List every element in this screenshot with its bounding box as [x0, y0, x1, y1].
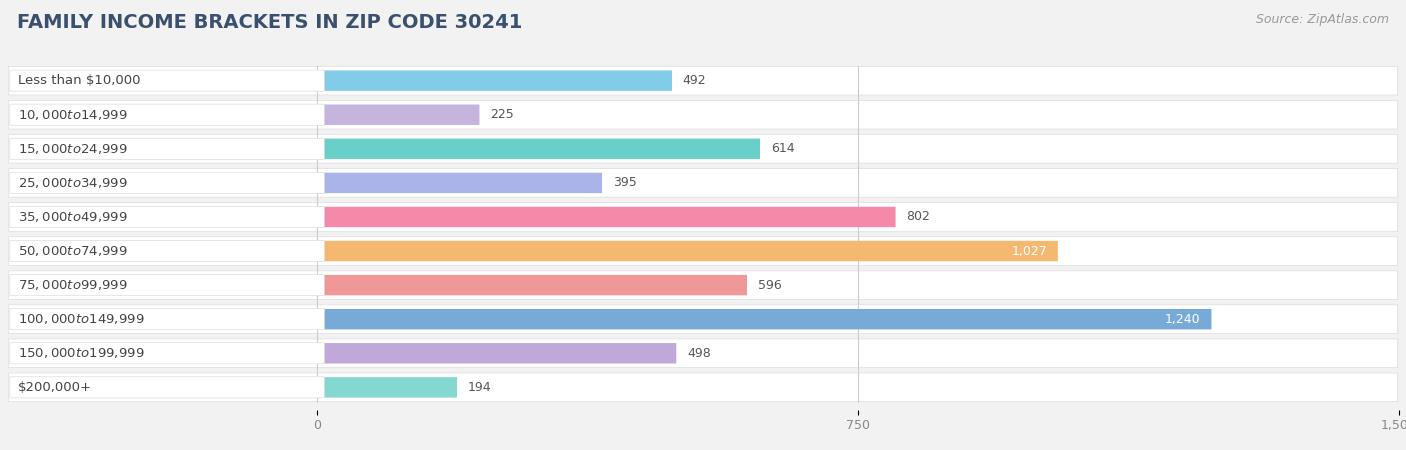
- FancyBboxPatch shape: [318, 139, 761, 159]
- FancyBboxPatch shape: [10, 309, 325, 330]
- Text: 194: 194: [468, 381, 492, 394]
- Text: $150,000 to $199,999: $150,000 to $199,999: [18, 346, 145, 360]
- FancyBboxPatch shape: [10, 138, 325, 159]
- FancyBboxPatch shape: [318, 71, 672, 91]
- Text: 395: 395: [613, 176, 637, 189]
- FancyBboxPatch shape: [8, 237, 1398, 266]
- FancyBboxPatch shape: [10, 240, 325, 261]
- FancyBboxPatch shape: [10, 207, 325, 228]
- FancyBboxPatch shape: [8, 135, 1398, 163]
- Text: $15,000 to $24,999: $15,000 to $24,999: [18, 142, 128, 156]
- FancyBboxPatch shape: [10, 70, 325, 91]
- FancyBboxPatch shape: [318, 241, 1057, 261]
- Text: Source: ZipAtlas.com: Source: ZipAtlas.com: [1256, 14, 1389, 27]
- Text: Less than $10,000: Less than $10,000: [18, 74, 141, 87]
- Text: 1,027: 1,027: [1011, 244, 1047, 257]
- Text: 225: 225: [491, 108, 515, 121]
- Text: 614: 614: [770, 142, 794, 155]
- FancyBboxPatch shape: [8, 339, 1398, 368]
- FancyBboxPatch shape: [10, 377, 325, 398]
- FancyBboxPatch shape: [318, 275, 747, 295]
- Text: $100,000 to $149,999: $100,000 to $149,999: [18, 312, 145, 326]
- FancyBboxPatch shape: [318, 343, 676, 364]
- FancyBboxPatch shape: [318, 377, 457, 397]
- FancyBboxPatch shape: [318, 309, 1212, 329]
- Text: 802: 802: [907, 211, 931, 224]
- FancyBboxPatch shape: [8, 271, 1398, 299]
- Text: 596: 596: [758, 279, 782, 292]
- FancyBboxPatch shape: [10, 343, 325, 364]
- FancyBboxPatch shape: [8, 66, 1398, 95]
- Text: $75,000 to $99,999: $75,000 to $99,999: [18, 278, 128, 292]
- Text: $10,000 to $14,999: $10,000 to $14,999: [18, 108, 128, 122]
- FancyBboxPatch shape: [318, 173, 602, 193]
- FancyBboxPatch shape: [318, 104, 479, 125]
- Text: FAMILY INCOME BRACKETS IN ZIP CODE 30241: FAMILY INCOME BRACKETS IN ZIP CODE 30241: [17, 14, 522, 32]
- Text: $200,000+: $200,000+: [18, 381, 91, 394]
- FancyBboxPatch shape: [8, 202, 1398, 231]
- FancyBboxPatch shape: [10, 274, 325, 296]
- FancyBboxPatch shape: [8, 100, 1398, 129]
- FancyBboxPatch shape: [8, 169, 1398, 197]
- FancyBboxPatch shape: [8, 373, 1398, 402]
- FancyBboxPatch shape: [10, 104, 325, 125]
- Text: 498: 498: [688, 347, 711, 360]
- FancyBboxPatch shape: [8, 305, 1398, 333]
- Text: $25,000 to $34,999: $25,000 to $34,999: [18, 176, 128, 190]
- Text: $50,000 to $74,999: $50,000 to $74,999: [18, 244, 128, 258]
- Text: $35,000 to $49,999: $35,000 to $49,999: [18, 210, 128, 224]
- Text: 492: 492: [683, 74, 706, 87]
- FancyBboxPatch shape: [10, 172, 325, 194]
- Text: 1,240: 1,240: [1166, 313, 1201, 326]
- FancyBboxPatch shape: [318, 207, 896, 227]
